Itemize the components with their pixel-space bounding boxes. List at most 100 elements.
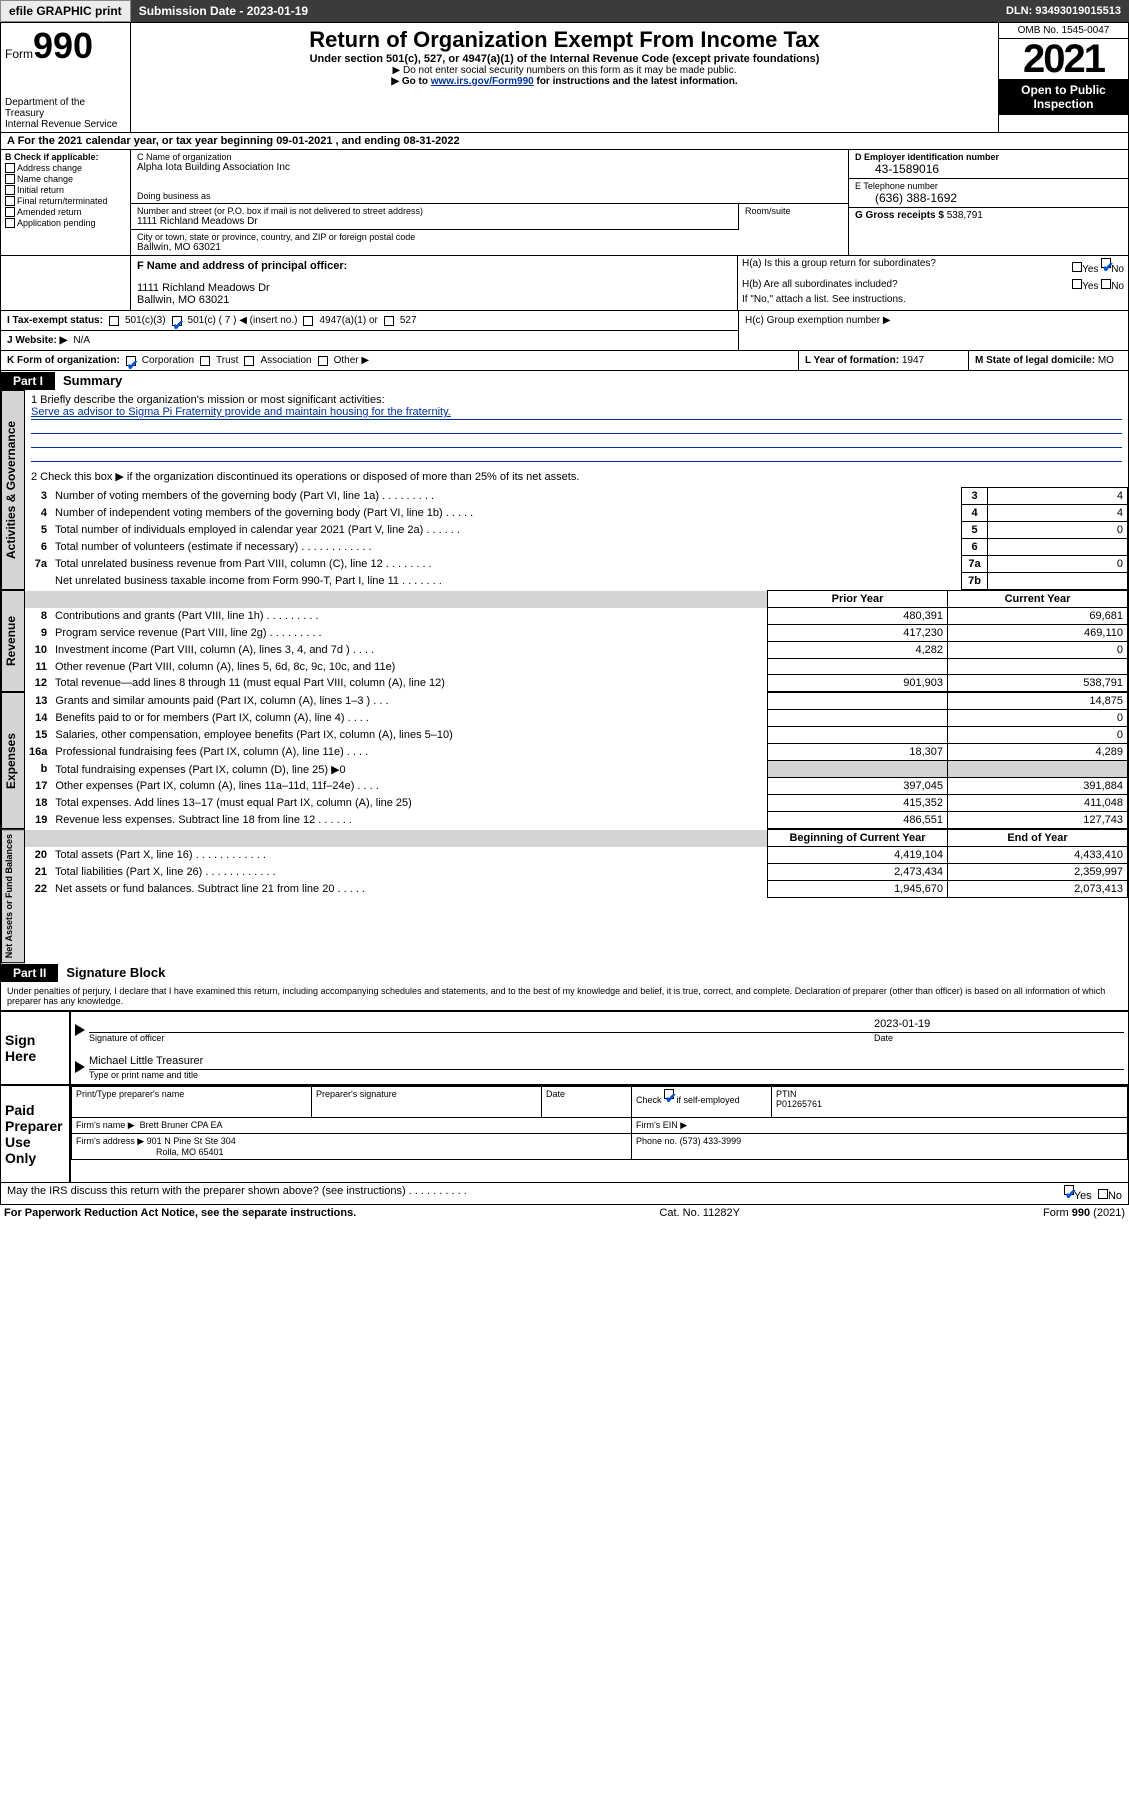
website-value: N/A <box>73 335 90 346</box>
sign-here-label: Sign Here <box>1 1012 71 1084</box>
trust-checkbox[interactable] <box>200 356 210 366</box>
net-table: Beginning of Current YearEnd of Year20To… <box>25 829 1128 898</box>
room-label: Room/suite <box>745 206 842 216</box>
gross-label: G Gross receipts $ <box>855 210 944 221</box>
gross-value: 538,791 <box>947 210 983 221</box>
colb-checkbox[interactable] <box>5 218 15 228</box>
header-title-block: Return of Organization Exempt From Incom… <box>131 23 998 132</box>
line1-block: 1 Briefly describe the organization's mi… <box>25 390 1128 466</box>
cat-no: Cat. No. 11282Y <box>659 1207 740 1219</box>
phone-value: (636) 388-1692 <box>855 191 1122 205</box>
colb-checkbox[interactable] <box>5 174 15 184</box>
firm-phone-cell: Phone no. (573) 433-3999 <box>632 1134 1128 1160</box>
hc-label: H(c) Group exemption number ▶ <box>745 315 1122 326</box>
gov-row: 6Total number of volunteers (estimate if… <box>25 539 1128 556</box>
gov-table: 3Number of voting members of the governi… <box>25 487 1128 590</box>
form-header: Form990 Department of the Treasury Inter… <box>1 23 1128 133</box>
row-k: K Form of organization: ✔Corporation Tru… <box>1 351 798 370</box>
mission-link[interactable]: Serve as advisor to Sigma Pi Fraternity … <box>31 406 451 418</box>
col-b-checkboxes: B Check if applicable: Address changeNam… <box>1 150 131 255</box>
ptin-cell: PTINP01265761 <box>772 1087 1128 1118</box>
4947-checkbox[interactable] <box>303 316 313 326</box>
table-row: bTotal fundraising expenses (Part IX, co… <box>25 761 1128 778</box>
table-row: 21Total liabilities (Part X, line 26) . … <box>25 864 1128 881</box>
sign-here-content: 2023-01-19 Signature of officer Date Mic… <box>71 1012 1128 1084</box>
exp-tab: Expenses <box>1 692 25 829</box>
colb-checkbox[interactable] <box>5 207 15 217</box>
ein-value: 43-1589016 <box>855 162 1122 176</box>
ha-label: H(a) Is this a group return for subordin… <box>738 256 1068 277</box>
colb-checkbox[interactable] <box>5 196 15 206</box>
gov-row: Net unrelated business taxable income fr… <box>25 573 1128 590</box>
print-label: Print/Type preparer's name <box>76 1089 307 1099</box>
prep-date-label: Date <box>546 1089 627 1099</box>
assoc-checkbox[interactable] <box>244 356 254 366</box>
row-i: I Tax-exempt status: 501(c)(3) ✔501(c) (… <box>1 311 738 331</box>
form-title: Return of Organization Exempt From Incom… <box>135 27 994 53</box>
header-left: Form990 Department of the Treasury Inter… <box>1 23 131 132</box>
corp-checkbox[interactable]: ✔ <box>126 356 136 366</box>
part2-label: Part II <box>1 964 58 982</box>
table-row: 12Total revenue—add lines 8 through 11 (… <box>25 675 1128 692</box>
org-name-cell: C Name of organization Alpha Iota Buildi… <box>131 150 848 204</box>
rev-tab: Revenue <box>1 590 25 692</box>
officer-name-label: Type or print name and title <box>89 1070 1124 1080</box>
period-row: A For the 2021 calendar year, or tax yea… <box>1 133 1128 150</box>
gov-row: 7aTotal unrelated business revenue from … <box>25 556 1128 573</box>
col-c-block: C Name of organization Alpha Iota Buildi… <box>131 150 848 255</box>
l-cell: L Year of formation: 1947 <box>798 351 968 370</box>
officer-name: Michael Little Treasurer <box>89 1055 203 1067</box>
open-public-label: Open to Public Inspection <box>999 79 1128 115</box>
part2-header: Part II Signature Block <box>1 963 1128 982</box>
officer-addr2: Ballwin, MO 63021 <box>137 294 731 306</box>
table-row: 10Investment income (Part VIII, column (… <box>25 642 1128 659</box>
self-emp-checkbox[interactable]: ✔ <box>664 1089 674 1099</box>
self-emp-cell: Check ✔ if self-employed <box>632 1087 772 1118</box>
form-ref: Form 990 (2021) <box>1043 1207 1125 1219</box>
colb-item: Name change <box>5 174 126 184</box>
form-note-1: ▶ Do not enter social security numbers o… <box>135 65 994 76</box>
table-row: 13Grants and similar amounts paid (Part … <box>25 693 1128 710</box>
firm-addr-cell: Firm's address ▶ 901 N Pine St Ste 304 R… <box>72 1134 632 1160</box>
form-note-2: ▶ Go to www.irs.gov/Form990 for instruct… <box>135 76 994 87</box>
name-arrow-icon <box>75 1061 85 1073</box>
phone-label: E Telephone number <box>855 181 1122 191</box>
gov-row: 3Number of voting members of the governi… <box>25 488 1128 505</box>
col-de-block: D Employer identification number 43-1589… <box>848 150 1128 255</box>
colb-checkbox[interactable] <box>5 185 15 195</box>
table-row: 14Benefits paid to or for members (Part … <box>25 710 1128 727</box>
header-right: OMB No. 1545-0047 2021 Open to Public In… <box>998 23 1128 132</box>
row-j: J Website: ▶ N/A <box>1 331 738 350</box>
irs-link[interactable]: www.irs.gov/Form990 <box>431 76 534 87</box>
part1-title: Summary <box>55 371 130 390</box>
addr-value: 1111 Richland Meadows Dr <box>137 216 732 227</box>
c3-checkbox[interactable] <box>109 316 119 326</box>
colb-item: Application pending <box>5 218 126 228</box>
paid-content: Print/Type preparer's name Preparer's si… <box>71 1086 1128 1182</box>
gross-cell: G Gross receipts $ 538,791 <box>849 208 1128 223</box>
addr-cell: Number and street (or P.O. box if mail i… <box>131 204 738 230</box>
dept-label: Department of the Treasury <box>5 97 126 119</box>
net-tab: Net Assets or Fund Balances <box>1 829 25 963</box>
row-ij: I Tax-exempt status: 501(c)(3) ✔501(c) (… <box>1 311 1128 351</box>
table-row: 22Net assets or fund balances. Subtract … <box>25 881 1128 898</box>
declaration-text: Under penalties of perjury, I declare th… <box>1 982 1128 1010</box>
discuss-yes-checkbox[interactable]: ✔ <box>1064 1185 1074 1195</box>
other-checkbox[interactable] <box>318 356 328 366</box>
colb-checkbox[interactable] <box>5 163 15 173</box>
hc-cell: H(c) Group exemption number ▶ <box>738 311 1128 350</box>
officer-signature-field[interactable] <box>89 1018 874 1030</box>
submission-date-label: Submission Date - 2023-01-19 <box>131 0 316 22</box>
line2-block: 2 Check this box ▶ if the organization d… <box>25 466 1128 487</box>
sig-date-label: Date <box>874 1033 1124 1043</box>
527-checkbox[interactable] <box>384 316 394 326</box>
c-checkbox[interactable]: ✔ <box>172 316 182 326</box>
row-klm: K Form of organization: ✔Corporation Tru… <box>1 351 1128 371</box>
discuss-answer: ✔Yes No <box>1064 1185 1122 1202</box>
sign-date: 2023-01-19 <box>874 1018 1124 1030</box>
discuss-no-checkbox[interactable] <box>1098 1189 1108 1199</box>
rev-section: Revenue Prior YearCurrent Year8Contribut… <box>1 590 1128 692</box>
efile-print-button[interactable]: efile GRAPHIC print <box>0 0 131 22</box>
irs-label: Internal Revenue Service <box>5 119 126 130</box>
part1-header: Part I Summary <box>1 371 1128 390</box>
